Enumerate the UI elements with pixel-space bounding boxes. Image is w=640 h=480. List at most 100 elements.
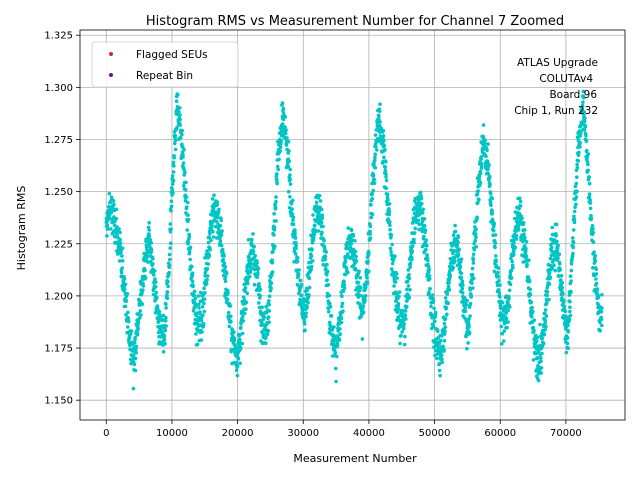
data-point <box>403 334 407 339</box>
data-point <box>590 224 595 228</box>
data-point <box>281 111 286 115</box>
data-point <box>500 331 505 336</box>
data-point <box>477 177 482 182</box>
data-point <box>245 291 249 296</box>
data-point <box>191 284 195 289</box>
data-point <box>600 306 604 310</box>
data-point <box>523 235 527 240</box>
data-point <box>550 225 554 230</box>
data-point <box>288 167 293 172</box>
data-point <box>387 207 391 211</box>
data-point <box>210 221 214 226</box>
data-point <box>443 317 448 321</box>
data-point <box>241 295 246 299</box>
data-point <box>181 152 185 157</box>
legend-marker-flagged-seus <box>109 52 113 56</box>
data-point <box>326 309 331 314</box>
data-point <box>390 261 395 266</box>
data-point <box>109 227 113 231</box>
data-point <box>354 259 359 263</box>
data-point <box>512 249 516 253</box>
data-point <box>391 257 396 261</box>
data-point <box>168 230 173 234</box>
data-point <box>151 262 155 266</box>
axes-frame <box>79 29 626 421</box>
data-point <box>512 240 516 245</box>
data-point <box>406 284 411 288</box>
data-point <box>216 210 221 214</box>
data-point <box>397 290 402 294</box>
data-point <box>182 183 186 188</box>
data-point <box>341 309 345 314</box>
data-point <box>463 306 467 310</box>
data-point <box>405 304 409 309</box>
y-tick-label: 1.175 <box>44 344 73 355</box>
data-point <box>170 188 175 192</box>
data-point <box>370 191 375 196</box>
data-point <box>508 305 512 309</box>
data-point <box>567 318 572 322</box>
data-point <box>141 281 145 286</box>
data-point <box>340 301 345 306</box>
data-point <box>469 295 474 299</box>
data-point <box>569 290 573 295</box>
data-point <box>561 292 565 296</box>
y-tick-label: 1.200 <box>44 291 73 302</box>
data-point <box>386 217 391 221</box>
data-point <box>180 132 184 137</box>
data-point <box>571 240 576 244</box>
data-point <box>147 234 152 238</box>
data-point <box>293 236 298 240</box>
data-point <box>367 269 371 274</box>
data-point <box>410 249 415 254</box>
data-point <box>526 275 531 279</box>
data-point <box>521 247 525 252</box>
data-point <box>422 224 427 228</box>
data-point <box>497 291 502 295</box>
data-point <box>163 328 167 333</box>
data-point <box>120 246 125 250</box>
data-point <box>588 201 593 205</box>
data-point <box>222 254 226 258</box>
data-point <box>401 326 406 331</box>
data-point <box>153 285 158 289</box>
data-point <box>302 322 307 326</box>
y-tick-label: 1.250 <box>44 187 73 198</box>
data-point <box>358 285 363 290</box>
data-point <box>408 265 412 270</box>
data-point <box>555 249 560 254</box>
data-point <box>304 311 309 315</box>
data-point <box>276 167 281 172</box>
data-point <box>600 323 604 328</box>
data-point <box>440 360 445 365</box>
data-point <box>442 348 446 352</box>
data-point <box>307 293 311 297</box>
data-point <box>270 270 275 274</box>
data-point <box>387 209 392 214</box>
data-point <box>291 198 295 203</box>
data-point <box>270 260 275 265</box>
data-point <box>305 304 309 309</box>
data-point <box>369 215 374 220</box>
data-point <box>219 243 224 248</box>
data-point <box>311 238 316 242</box>
data-point <box>398 341 402 346</box>
data-point <box>296 272 301 276</box>
data-point <box>202 297 207 301</box>
data-point <box>472 248 477 252</box>
data-point <box>456 235 461 239</box>
data-point <box>295 255 300 260</box>
data-point <box>384 172 388 176</box>
data-point <box>572 209 577 214</box>
data-point <box>594 272 599 276</box>
data-point <box>274 219 278 223</box>
data-point <box>307 285 312 290</box>
data-point <box>272 225 277 230</box>
data-point <box>571 228 576 232</box>
data-point <box>134 344 139 349</box>
data-point <box>586 162 590 167</box>
data-point <box>431 299 436 303</box>
data-point <box>178 117 182 122</box>
data-point <box>525 262 529 267</box>
